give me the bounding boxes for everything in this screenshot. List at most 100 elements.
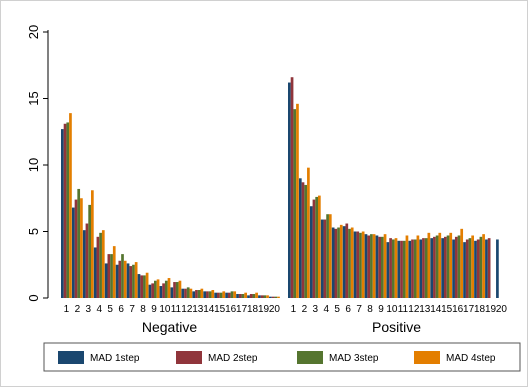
- x-category-label: 7: [129, 304, 135, 315]
- x-category-label: 14: [430, 304, 442, 315]
- y-tick-label: 10: [26, 158, 41, 172]
- x-category-label: 6: [345, 304, 351, 315]
- legend-label: MAD 4step: [446, 353, 496, 364]
- bar: [318, 195, 321, 298]
- bar: [162, 283, 165, 298]
- bar: [126, 263, 130, 298]
- bar: [482, 234, 485, 298]
- bar: [391, 239, 395, 298]
- bar: [315, 196, 318, 298]
- x-category-label: 4: [96, 304, 102, 315]
- bar: [154, 280, 157, 298]
- x-category-label: 6: [118, 304, 124, 315]
- bar: [156, 279, 160, 298]
- bar: [249, 294, 253, 298]
- bar: [258, 295, 261, 298]
- bar: [356, 231, 360, 298]
- bar: [93, 247, 97, 298]
- bar: [468, 238, 472, 298]
- bar: [137, 274, 141, 298]
- bar: [435, 235, 439, 298]
- bar: [134, 262, 138, 298]
- y-tick-label: 5: [26, 228, 41, 235]
- x-category-label: 2: [75, 304, 81, 315]
- bar: [244, 292, 247, 298]
- bar: [107, 254, 111, 298]
- x-category-label: 13: [419, 304, 431, 315]
- bar: [383, 234, 387, 298]
- bar: [309, 206, 313, 298]
- bar: [151, 283, 154, 298]
- bar: [454, 236, 458, 298]
- x-category-label: 9: [151, 304, 157, 315]
- bar: [164, 280, 168, 298]
- bar: [479, 236, 483, 298]
- bar: [252, 294, 256, 298]
- bar: [236, 294, 239, 298]
- y-tick-label: 15: [26, 91, 41, 105]
- bar: [457, 235, 461, 298]
- bar: [181, 288, 185, 298]
- bar: [433, 236, 436, 298]
- bar: [465, 239, 469, 298]
- bar: [115, 264, 119, 298]
- bar: [184, 288, 187, 298]
- x-category-label: 19: [258, 304, 270, 315]
- bar: [269, 296, 272, 298]
- x-category-label: 16: [452, 304, 464, 315]
- x-category-label: 18: [474, 304, 486, 315]
- bar: [61, 129, 64, 298]
- bar: [378, 236, 381, 298]
- bar: [331, 227, 335, 298]
- bar: [170, 287, 174, 298]
- bar: [192, 291, 196, 298]
- bar: [214, 292, 217, 298]
- bar: [148, 284, 152, 298]
- bar: [266, 295, 269, 298]
- x-category-label: 2: [302, 304, 308, 315]
- bar: [173, 282, 176, 298]
- x-category-label: 1: [64, 304, 70, 315]
- legend-label: MAD 2step: [208, 353, 258, 364]
- bar: [110, 254, 113, 298]
- bar: [123, 260, 127, 298]
- bar: [77, 188, 81, 298]
- bar: [88, 204, 91, 298]
- x-category-label: 15: [441, 304, 453, 315]
- x-category-label: 16: [225, 304, 237, 315]
- legend-swatch: [176, 351, 202, 364]
- bar: [430, 238, 434, 298]
- bar: [476, 239, 480, 298]
- bar: [247, 295, 250, 298]
- bar: [101, 230, 105, 298]
- bar: [241, 294, 245, 298]
- y-tick-label: 0: [26, 294, 41, 301]
- legend-box: [43, 342, 521, 372]
- bar: [227, 292, 231, 298]
- x-category-label: 3: [86, 304, 92, 315]
- x-category-label: 1: [291, 304, 297, 315]
- x-category-label: 17: [463, 304, 475, 315]
- bar: [274, 296, 278, 298]
- x-category-label: 7: [356, 304, 362, 315]
- legend-label: MAD 1step: [90, 353, 140, 364]
- bar: [361, 231, 365, 298]
- bar: [132, 264, 135, 298]
- bar: [422, 238, 425, 298]
- bar: [225, 292, 228, 298]
- bar: [293, 109, 297, 298]
- bar: [307, 167, 310, 298]
- bar: [389, 238, 392, 298]
- bar: [413, 239, 417, 298]
- x-category-label: 19: [485, 304, 497, 315]
- bar: [326, 214, 329, 298]
- x-category-label: 20: [269, 304, 281, 315]
- bar: [145, 272, 149, 298]
- bar: [463, 242, 466, 298]
- x-category-label: 11: [171, 304, 182, 315]
- bar: [186, 287, 190, 298]
- bar: [474, 240, 477, 298]
- legend-swatch: [414, 351, 440, 364]
- legend-swatch: [58, 351, 84, 364]
- bar: [178, 280, 182, 298]
